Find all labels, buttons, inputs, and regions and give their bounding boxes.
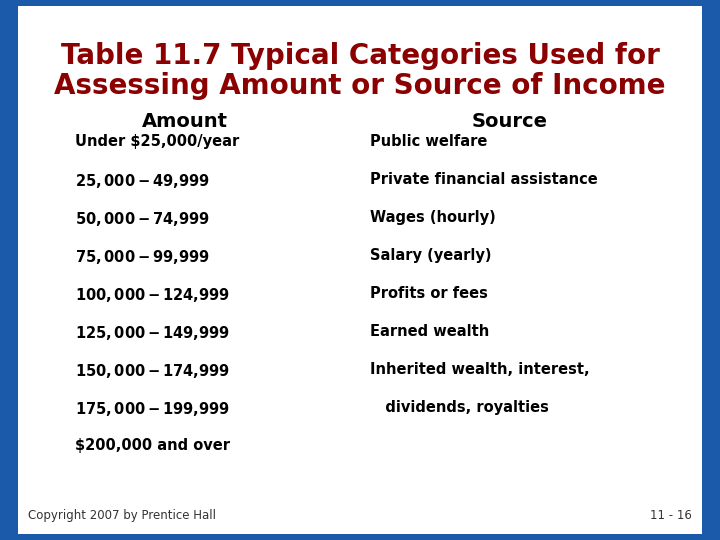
Text: Salary (yearly): Salary (yearly): [370, 248, 492, 263]
Bar: [0, 0, 720, 6]
Text: Public welfare: Public welfare: [370, 134, 487, 149]
Text: $50,000-$74,999: $50,000-$74,999: [75, 210, 210, 228]
Text: Profits or fees: Profits or fees: [370, 286, 488, 301]
Bar: [0, 0, 18, 540]
Text: Copyright 2007 by Prentice Hall: Copyright 2007 by Prentice Hall: [28, 509, 216, 522]
Bar: [0, 534, 720, 540]
Text: 11 - 16: 11 - 16: [650, 509, 692, 522]
Text: Private financial assistance: Private financial assistance: [370, 172, 598, 187]
Text: Under $25,000/year: Under $25,000/year: [75, 134, 239, 149]
Text: Amount: Amount: [142, 112, 228, 131]
Text: $100,000-$124,999: $100,000-$124,999: [75, 286, 230, 304]
Text: Inherited wealth, interest,: Inherited wealth, interest,: [370, 362, 590, 377]
Text: Source: Source: [472, 112, 548, 131]
Text: Table 11.7 Typical Categories Used for: Table 11.7 Typical Categories Used for: [60, 42, 660, 70]
Text: $175,000-$199,999: $175,000-$199,999: [75, 400, 230, 418]
Text: $75,000-$99,999: $75,000-$99,999: [75, 248, 210, 266]
Text: $200,000 and over: $200,000 and over: [75, 438, 230, 453]
Text: $150,000-$174,999: $150,000-$174,999: [75, 362, 230, 380]
Text: dividends, royalties: dividends, royalties: [370, 400, 549, 415]
Text: Earned wealth: Earned wealth: [370, 324, 490, 339]
Bar: [702, 0, 720, 540]
Text: $125,000-$149,999: $125,000-$149,999: [75, 324, 230, 342]
Text: Assessing Amount or Source of Income: Assessing Amount or Source of Income: [54, 72, 666, 100]
Text: Wages (hourly): Wages (hourly): [370, 210, 496, 225]
Text: $25,000-$49,999: $25,000-$49,999: [75, 172, 210, 190]
